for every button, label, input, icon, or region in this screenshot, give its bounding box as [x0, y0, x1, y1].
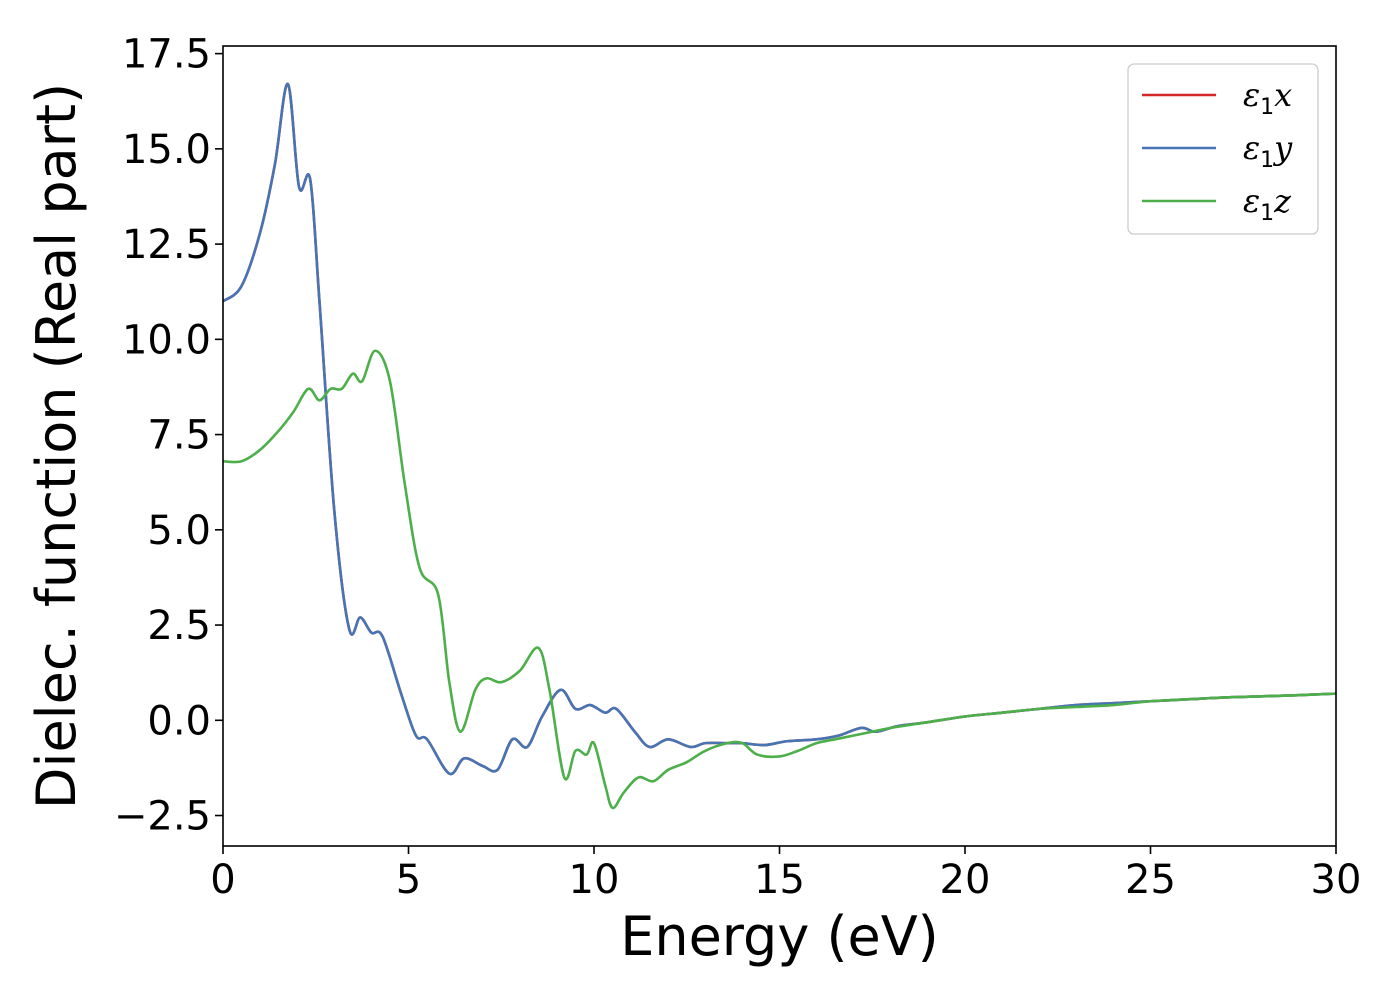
x-tick-label: 20 [940, 857, 991, 903]
y-tick-label: 5.0 [147, 508, 211, 554]
y-tick-label: 15.0 [122, 127, 211, 173]
x-tick-label: 10 [569, 857, 620, 903]
legend-label-z: ε1z [1243, 182, 1292, 226]
x-tick-label: 5 [396, 857, 421, 903]
y-tick-label: 10.0 [122, 317, 211, 363]
series-layer [223, 82, 1336, 810]
legend: ε1x ε1y ε1z [1127, 63, 1319, 235]
y-tick-label: 12.5 [122, 222, 211, 268]
x-tick-label: 0 [210, 857, 235, 903]
series-line-z [223, 349, 1336, 810]
legend-box [1127, 63, 1319, 235]
y-tick-label: 0.0 [147, 698, 211, 744]
y-tick-label: 17.5 [122, 32, 211, 78]
x-tick-label: 30 [1311, 857, 1362, 903]
y-tick-label: 7.5 [147, 413, 211, 459]
x-tick-label: 15 [754, 857, 805, 903]
x-axis-label: Energy (eV) [620, 905, 939, 968]
x-tick-label: 25 [1125, 857, 1176, 903]
plot-frame [222, 45, 1337, 847]
legend-label-x: ε1x [1243, 76, 1292, 120]
ticks-layer: 0 5 10 15 20 25 30 −2.5 0.0 2.5 5.0 7.5 10.0 12.5 15.0… [114, 32, 1362, 903]
y-tick-label: −2.5 [114, 794, 211, 840]
y-tick-label: 2.5 [147, 603, 211, 649]
y-axis-label: Dielec. function (Real part) [25, 83, 88, 809]
legend-label-y: ε1y [1243, 129, 1293, 173]
